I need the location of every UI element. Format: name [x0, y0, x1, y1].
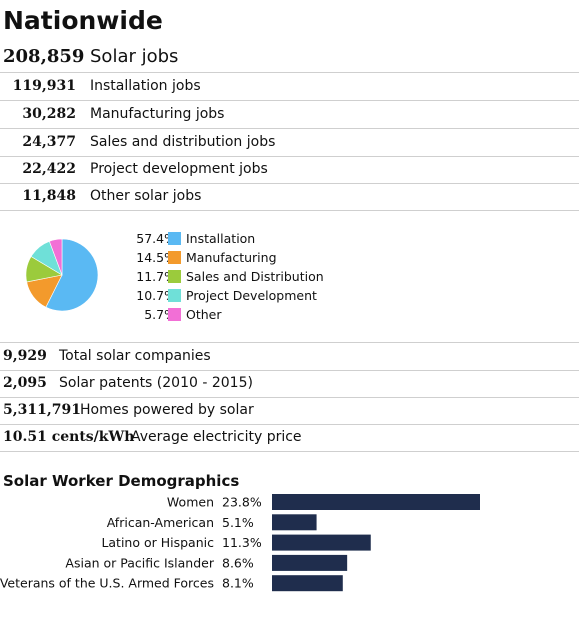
legend-label: Project Development: [186, 288, 317, 303]
stat-label: Total solar companies: [59, 348, 211, 364]
legend-percent: 57.4%: [136, 231, 176, 246]
total-jobs-value: 208,859: [3, 46, 85, 67]
legend-swatch: [168, 251, 181, 264]
bar-category-label: African-American: [107, 515, 214, 530]
legend-label: Installation: [186, 231, 256, 246]
jobs-row-installation: 119,931 Installation jobs: [0, 73, 579, 101]
page-title: Nationwide: [3, 6, 163, 35]
stat-row-homes: 5,311,791 Homes powered by solar: [0, 397, 579, 425]
bar-value-label: 8.1%: [222, 576, 254, 591]
demographics-bar-chart: Women 23.8% African-American 5.1% Latino or …: [0, 494, 480, 592]
jobs-row-project-development: 22,422 Project development jobs: [0, 156, 579, 184]
legend-item-other: 5.7% Other: [112, 306, 432, 324]
legend-item-manufacturing: 14.5% Manufacturing: [112, 249, 432, 267]
bar-african-american: [272, 514, 317, 531]
bar-category-label: Asian or Pacific Islander: [65, 555, 214, 570]
legend-percent: 14.5%: [136, 250, 176, 265]
legend-swatch: [168, 308, 181, 321]
stat-label: Solar patents (2010 - 2015): [59, 375, 253, 391]
stat-value: 2,095: [3, 375, 47, 391]
jobs-value: 30,282: [22, 106, 76, 122]
legend-swatch: [168, 232, 181, 245]
bar-asian-or-pacific-islander: [272, 554, 348, 571]
jobs-row-manufacturing: 30,282 Manufacturing jobs: [0, 101, 579, 129]
demographics-title: Solar Worker Demographics: [3, 472, 240, 490]
legend-swatch: [168, 289, 181, 302]
bar-latino-or-hispanic: [272, 534, 371, 551]
legend-item-sales-distribution: 11.7% Sales and Distribution: [112, 268, 432, 286]
pie-slice-other: [48, 238, 63, 276]
total-jobs-row: 208,859 Solar jobs: [0, 40, 579, 73]
legend-item-project-development: 10.7% Project Development: [112, 287, 432, 305]
legend-label: Manufacturing: [186, 250, 277, 265]
jobs-value: 119,931: [12, 78, 76, 94]
stat-row-electricity-price: 10.51 cents/kWh Average electricity pric…: [0, 424, 579, 452]
jobs-row-other: 11,848 Other solar jobs: [0, 183, 579, 211]
stat-value: 9,929: [3, 348, 47, 364]
bar-value-label: 23.8%: [222, 495, 262, 510]
bar-veterans-of-the-u-s-armed-forces: [272, 575, 343, 592]
bar-value-label: 8.6%: [222, 555, 254, 570]
legend-swatch: [168, 270, 181, 283]
bar-category-label: Latino or Hispanic: [101, 535, 214, 550]
jobs-label: Manufacturing jobs: [90, 106, 225, 122]
jobs-label: Other solar jobs: [90, 188, 202, 204]
legend-label: Sales and Distribution: [186, 269, 324, 284]
legend-item-installation: 57.4% Installation: [112, 230, 432, 248]
bar-category-label: Veterans of the U.S. Armed Forces: [0, 576, 214, 591]
stat-row-companies: 9,929 Total solar companies: [0, 342, 579, 371]
jobs-value: 11,848: [22, 188, 76, 204]
stat-row-patents: 2,095 Solar patents (2010 - 2015): [0, 370, 579, 398]
bar-women: [272, 494, 480, 510]
jobs-label: Project development jobs: [90, 161, 268, 177]
jobs-value: 22,422: [22, 161, 76, 177]
legend-label: Other: [186, 307, 222, 322]
jobs-row-sales: 24,377 Sales and distribution jobs: [0, 129, 579, 157]
bar-category-label: Women: [167, 495, 214, 510]
stat-label: Average electricity price: [131, 429, 302, 445]
stat-label: Homes powered by solar: [80, 402, 254, 418]
legend-percent: 10.7%: [136, 288, 176, 303]
jobs-label: Installation jobs: [90, 78, 201, 94]
jobs-value: 24,377: [22, 134, 76, 150]
jobs-label: Sales and distribution jobs: [90, 134, 276, 150]
total-jobs-label: Solar jobs: [90, 46, 179, 67]
stat-value: 10.51 cents/kWh: [3, 429, 135, 445]
pie-slice-installation: [45, 238, 99, 312]
bar-value-label: 11.3%: [222, 535, 262, 550]
bar-value-label: 5.1%: [222, 515, 254, 530]
legend-percent: 11.7%: [136, 269, 176, 284]
stat-value: 5,311,791: [3, 402, 81, 418]
jobs-pie-chart: [25, 238, 99, 312]
